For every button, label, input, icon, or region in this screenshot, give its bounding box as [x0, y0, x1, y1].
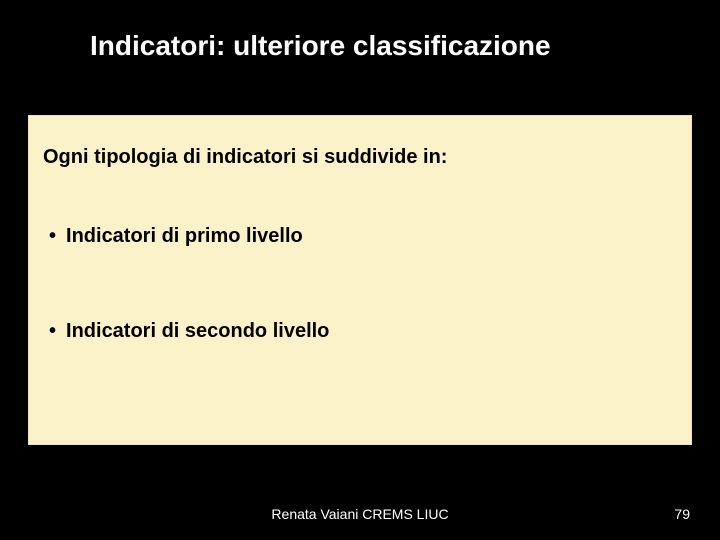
bullet-text: Indicatori di secondo livello — [66, 320, 329, 342]
page-number: 79 — [674, 506, 690, 522]
bullet-item: • Indicatori di primo livello — [43, 225, 677, 248]
footer-author: Renata Vaiani CREMS LIUC — [0, 506, 720, 522]
content-box: Ogni tipologia di indicatori si suddivid… — [28, 115, 692, 445]
slide-title: Indicatori: ulteriore classificazione — [0, 0, 720, 62]
bullet-text: Indicatori di primo livello — [66, 225, 303, 247]
intro-text: Ogni tipologia di indicatori si suddivid… — [43, 146, 677, 169]
bullet-marker-icon: • — [49, 225, 56, 248]
bullet-item: • Indicatori di secondo livello — [43, 320, 677, 343]
bullet-marker-icon: • — [49, 320, 56, 343]
